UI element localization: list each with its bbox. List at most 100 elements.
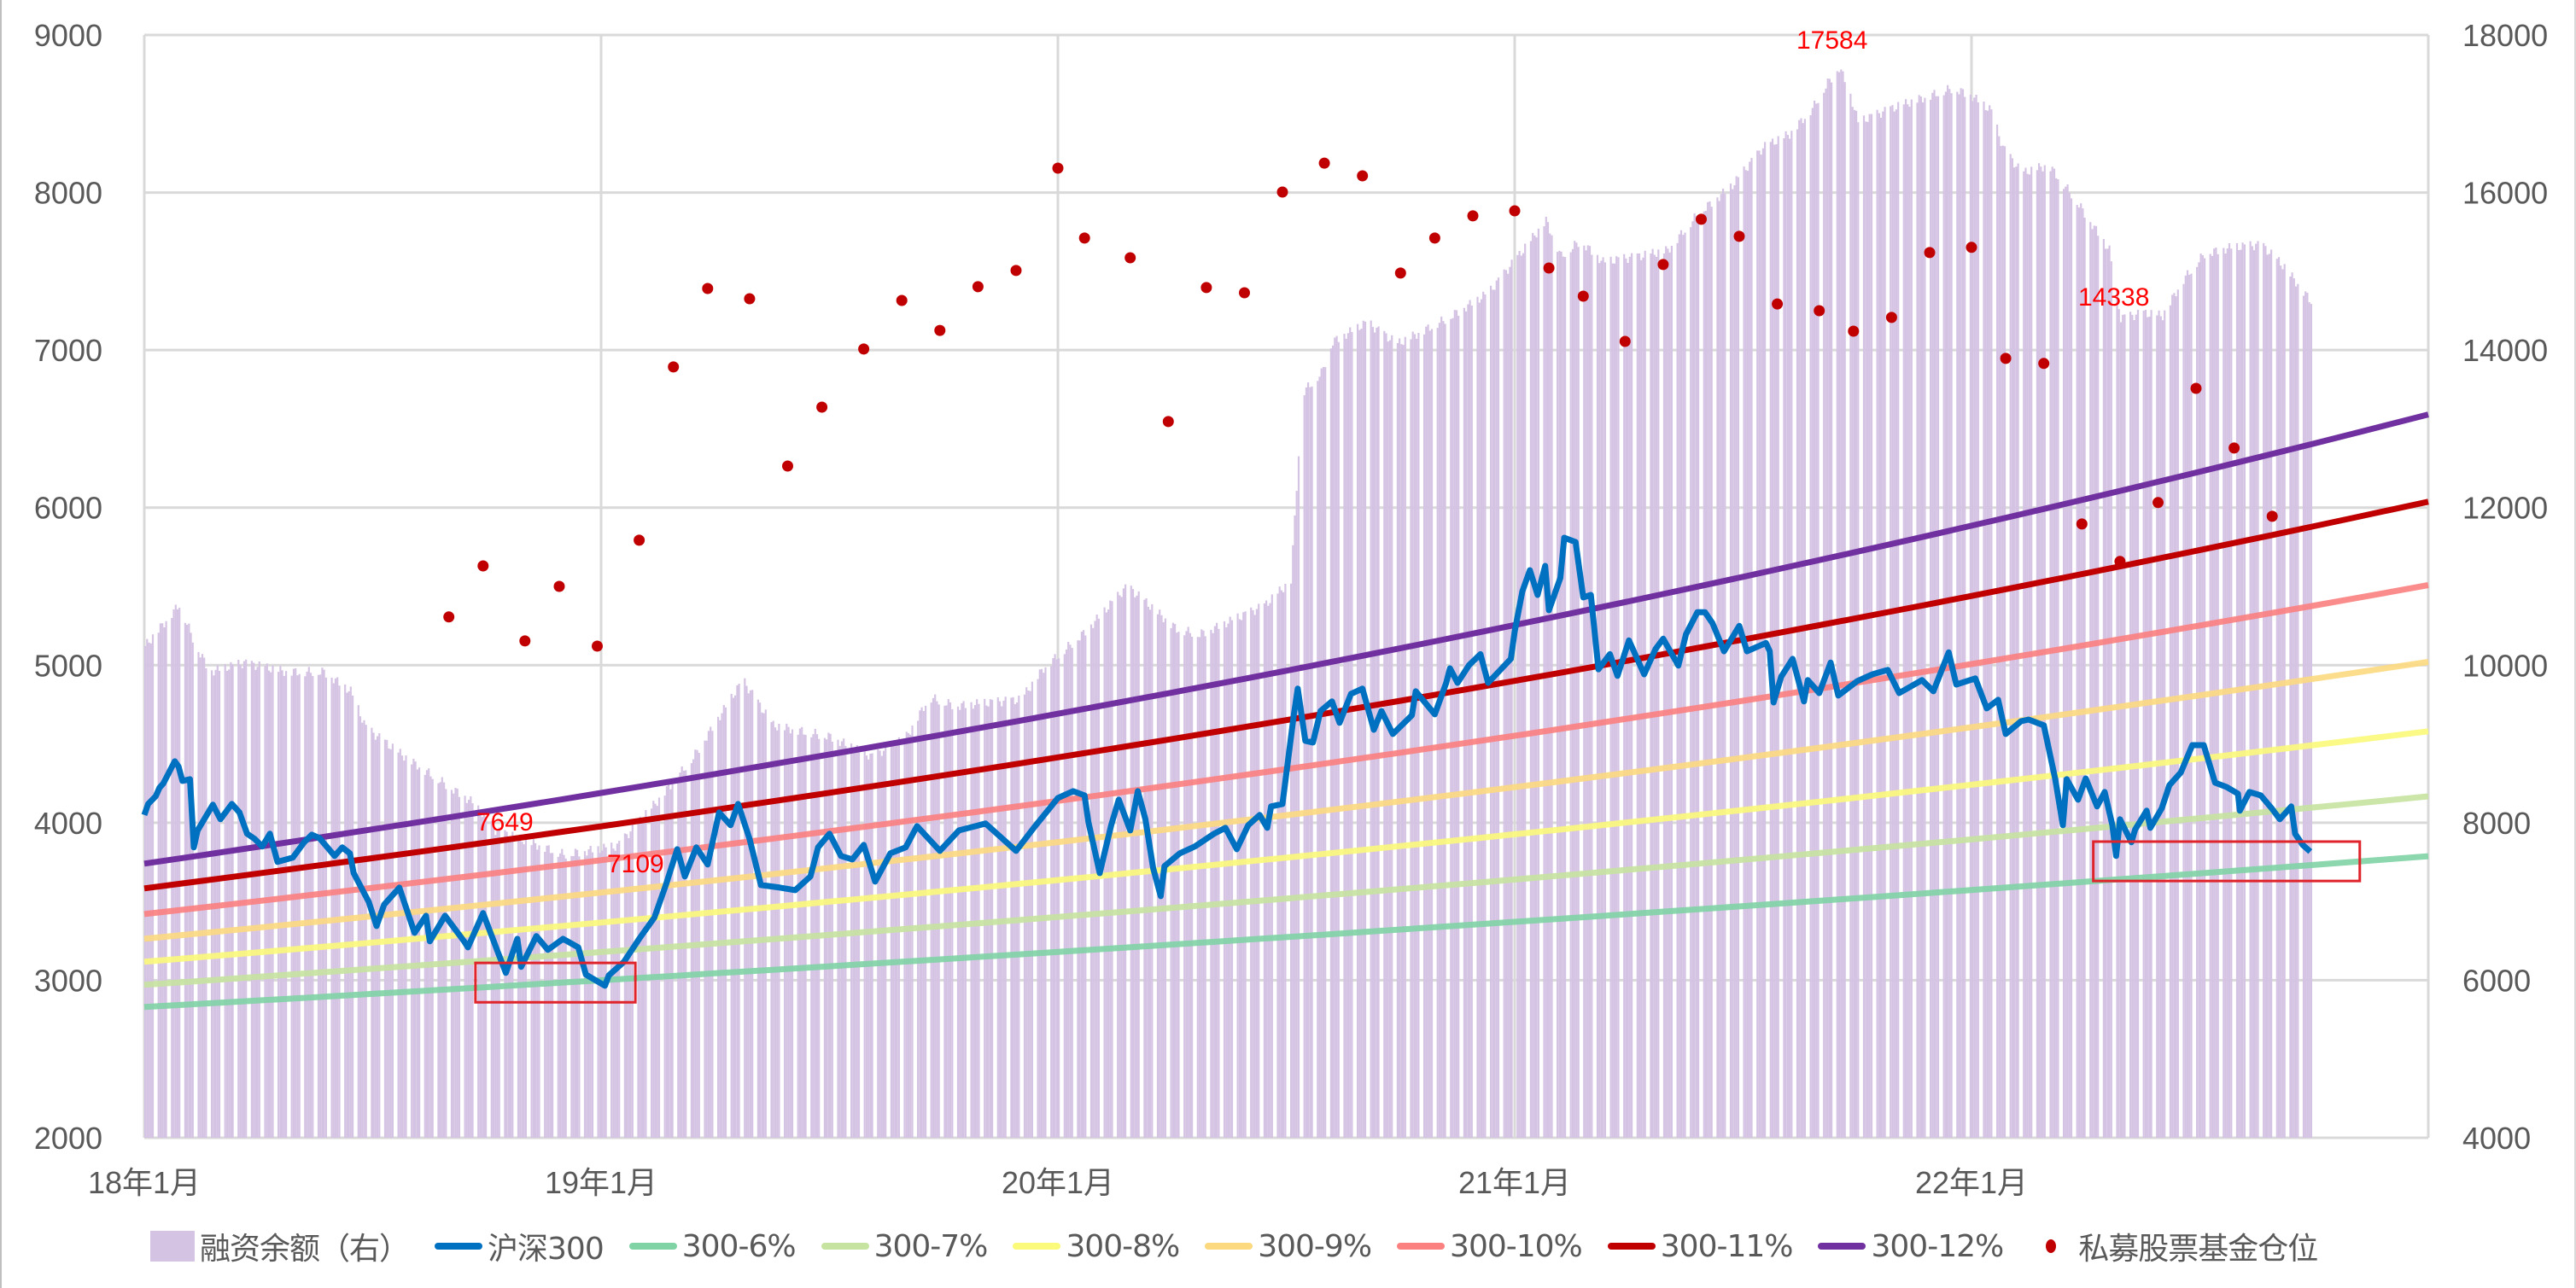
margin-balance-bar xyxy=(197,651,200,1138)
chart-legend: 融资余额（右） 沪深300 300-6% 300-7% 300-8% 300-9… xyxy=(150,1222,2343,1270)
margin-balance-bar xyxy=(2097,236,2100,1139)
margin-balance-bar xyxy=(2076,205,2078,1139)
margin-balance-bar xyxy=(2196,266,2199,1138)
margin-balance-bar xyxy=(2156,315,2158,1138)
margin-balance-bar xyxy=(1265,600,1268,1138)
margin-balance-bar xyxy=(880,755,883,1138)
x-tick-label: 19年1月 xyxy=(545,1165,657,1200)
margin-balance-bar xyxy=(1362,320,1364,1138)
margin-balance-bar xyxy=(2251,246,2253,1138)
margin-balance-bar xyxy=(669,789,672,1138)
private-fund-position-point xyxy=(1509,205,1521,217)
legend-item-trend-10[interactable]: 300-10% xyxy=(1397,1229,1583,1264)
margin-balance-bar xyxy=(1276,593,1279,1138)
margin-balance-bar xyxy=(2291,272,2293,1138)
margin-balance-bar xyxy=(1695,216,1697,1139)
margin-balance-bar xyxy=(2263,242,2265,1138)
legend-swatch xyxy=(628,1243,677,1250)
margin-balance-bar xyxy=(1334,337,1336,1138)
margin-balance-bar xyxy=(654,803,657,1138)
legend-item-trend-11[interactable]: 300-11% xyxy=(1607,1229,1793,1264)
margin-balance-bar xyxy=(1210,629,1212,1138)
margin-balance-bar xyxy=(549,853,552,1138)
margin-balance-bar xyxy=(1840,69,1843,1138)
margin-balance-bar xyxy=(405,755,407,1138)
margin-balance-bar xyxy=(2122,314,2124,1138)
margin-balance-bar xyxy=(2252,250,2256,1139)
private-fund-position-point xyxy=(1543,262,1555,274)
hs300-line xyxy=(141,534,2313,989)
margin-balance-bar xyxy=(2011,158,2013,1138)
margin-balance-bar xyxy=(1385,333,1387,1138)
margin-balance-bar xyxy=(2304,291,2307,1138)
margin-balance-bar xyxy=(920,707,923,1138)
legend-label: 300-8% xyxy=(1066,1228,1180,1264)
margin-balance-bar xyxy=(1027,691,1030,1138)
margin-balance-bar xyxy=(1176,632,1178,1138)
legend-item-trend-12[interactable]: 300-12% xyxy=(1818,1229,2004,1264)
margin-balance-bar xyxy=(205,668,207,1138)
legend-item-trend-7[interactable]: 300-7% xyxy=(821,1229,988,1264)
margin-balance-bar xyxy=(1977,102,1979,1138)
margin-balance-bar xyxy=(570,855,573,1138)
margin-balance-bar xyxy=(1983,102,1985,1138)
margin-balance-bar xyxy=(2142,310,2145,1138)
margin-balance-bar xyxy=(546,845,548,1138)
margin-balance-bar xyxy=(1857,122,1860,1139)
margin-balance-bar xyxy=(1773,144,1776,1138)
margin-balance-bar xyxy=(2264,246,2267,1139)
margin-balance-bar xyxy=(1826,79,1829,1138)
margin-balance-bar xyxy=(423,774,426,1138)
margin-balance-bar xyxy=(1596,254,1599,1139)
margin-balance-bar xyxy=(1069,644,1072,1138)
margin-balance-bar xyxy=(2089,222,2092,1139)
margin-balance-bar xyxy=(465,802,468,1138)
margin-balance-bar xyxy=(1507,273,1510,1138)
margin-balance-bar xyxy=(1196,637,1199,1138)
margin-balance-bar xyxy=(1067,642,1070,1138)
margin-balance-bar xyxy=(1948,89,1951,1139)
margin-balance-bar xyxy=(1335,335,1338,1139)
legend-item-margin-balance[interactable]: 融资余额（右） xyxy=(150,1224,410,1268)
legend-item-hs300[interactable]: 沪深300 xyxy=(435,1224,605,1268)
margin-balance-bar xyxy=(1771,138,1774,1138)
legend-swatch xyxy=(821,1243,869,1250)
margin-balance-bar xyxy=(747,693,750,1138)
private-fund-position-point xyxy=(816,401,828,413)
private-fund-position-point xyxy=(1276,186,1288,198)
margin-balance-bar xyxy=(1189,632,1191,1138)
margin-balance-bar xyxy=(1817,102,1820,1139)
legend-item-trend-9[interactable]: 300-9% xyxy=(1205,1229,1372,1264)
margin-balance-bar xyxy=(2013,167,2016,1139)
margin-balance-bar xyxy=(925,705,927,1138)
margin-balance-bar xyxy=(159,623,161,1138)
margin-balance-bar xyxy=(947,699,949,1138)
margin-balance-bar xyxy=(1918,95,1920,1138)
legend-item-private-fund-position[interactable]: 私募股票基金仓位 xyxy=(2029,1224,2318,1268)
private-fund-position-point xyxy=(2153,497,2164,509)
margin-balance-bar xyxy=(930,702,932,1138)
margin-balance-bar xyxy=(597,846,599,1138)
margin-balance-bar xyxy=(1870,114,1873,1138)
legend-item-trend-8[interactable]: 300-8% xyxy=(1013,1228,1180,1264)
margin-balance-bar xyxy=(1442,321,1445,1139)
margin-balance-bar xyxy=(346,692,348,1138)
legend-item-trend-6[interactable]: 300-6% xyxy=(628,1229,797,1264)
margin-balance-bar xyxy=(1783,138,1785,1138)
margin-balance-bar xyxy=(1657,249,1660,1138)
margin-balance-bar xyxy=(2049,171,2052,1139)
margin-balance-bar xyxy=(1964,96,1966,1139)
margin-balance-bar xyxy=(1924,97,1926,1139)
margin-balance-bar xyxy=(176,609,179,1138)
margin-balance-bar xyxy=(1790,131,1793,1139)
private-fund-position-point xyxy=(1010,265,1022,277)
margin-balance-bar xyxy=(1452,318,1454,1138)
axis-labels: 2000 3000 4000 5000 6000 7000 8000 9000 4000 6000… xyxy=(34,18,2548,1200)
margin-balance-bar xyxy=(574,848,576,1138)
margin-balance-bar xyxy=(1476,296,1479,1138)
margin-balance-bar xyxy=(663,796,666,1138)
margin-balance-bar xyxy=(2217,254,2219,1138)
margin-balance-bar xyxy=(2003,146,2006,1138)
margin-balance-bar xyxy=(984,698,986,1138)
margin-balance-bar xyxy=(877,749,879,1138)
